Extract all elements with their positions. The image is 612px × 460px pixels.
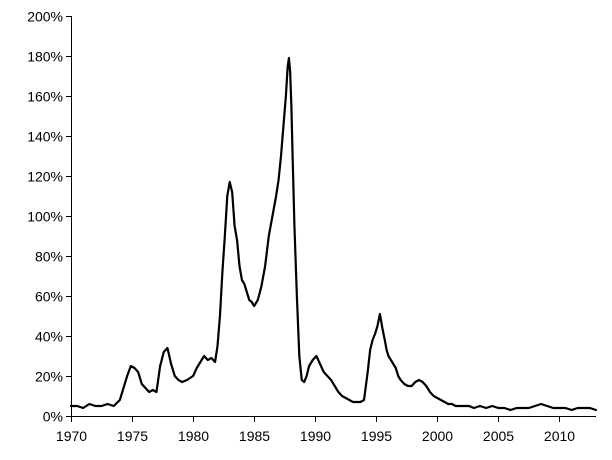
x-tick-label: 2000 — [422, 428, 453, 444]
y-tick-label: 100% — [27, 209, 63, 225]
series-group — [69, 56, 598, 412]
x-tick-label: 1975 — [117, 428, 148, 444]
x-tick-label: 1970 — [56, 428, 87, 444]
y-axis: 0% 20% 40% 60% 80% 100% 120% 140% 160% 180% 200% — [27, 9, 72, 425]
x-axis: 1970 1975 1980 1985 1990 1995 2000 2005 2010 — [56, 416, 596, 444]
y-tick-label: 140% — [27, 129, 63, 145]
y-tick-label: 60% — [35, 289, 63, 305]
y-tick-label: 120% — [27, 169, 63, 185]
x-tick-label: 2010 — [544, 428, 575, 444]
y-tick-label: 180% — [27, 49, 63, 65]
x-tick-label: 1995 — [361, 428, 392, 444]
y-tick-label: 200% — [27, 9, 63, 25]
y-tick-label: 20% — [35, 369, 63, 385]
x-tick-label: 1990 — [300, 428, 331, 444]
x-tick-label: 1980 — [178, 428, 209, 444]
y-tick-label: 0% — [43, 409, 63, 425]
y-tick-label: 160% — [27, 89, 63, 105]
series-line — [69, 56, 598, 412]
x-tick-label: 2005 — [483, 428, 514, 444]
y-tick-label: 80% — [35, 249, 63, 265]
x-tick-label: 1985 — [239, 428, 270, 444]
y-tick-label: 40% — [35, 329, 63, 345]
